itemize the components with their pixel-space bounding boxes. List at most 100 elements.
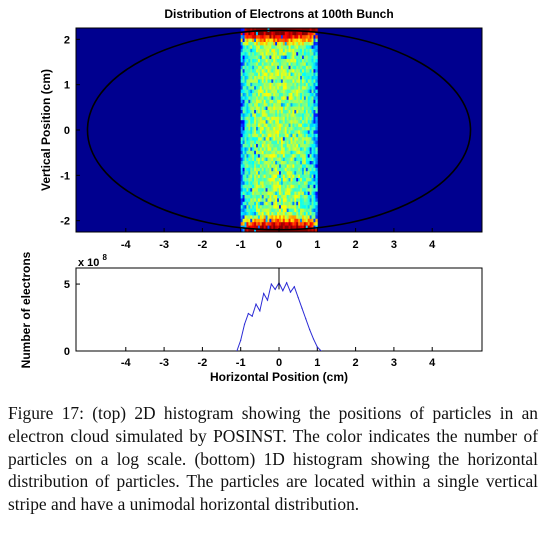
heatmap-cell	[240, 167, 244, 172]
heatmap-cell	[248, 177, 251, 182]
heatmap-cell	[305, 41, 309, 46]
heatmap-cell	[315, 133, 318, 138]
heatmap-cell	[261, 126, 265, 131]
heatmap-cell	[277, 150, 280, 155]
heatmap-cell	[292, 167, 295, 172]
heatmap-cell	[252, 208, 255, 212]
heatmap-cell	[265, 41, 268, 46]
heatmap-cell	[267, 45, 270, 49]
heatmap-cell	[271, 62, 274, 66]
heatmap-cell	[277, 92, 280, 97]
heatmap-cell	[252, 201, 255, 206]
heatmap-cell	[313, 130, 316, 134]
heatmap-cell	[242, 123, 245, 127]
heatmap-cell	[254, 41, 257, 46]
heatmap-cell	[263, 181, 266, 185]
heatmap-cell	[275, 38, 278, 42]
heatmap-cell	[284, 68, 288, 73]
heatmap-cell	[242, 75, 245, 80]
heatmap-cell	[280, 126, 284, 131]
heatmap-cell	[256, 130, 259, 134]
heatmap-cell	[261, 58, 265, 63]
heatmap-cell	[256, 218, 259, 223]
line-point	[266, 299, 269, 301]
heatmap-cell	[244, 102, 247, 107]
heatmap-cell	[248, 228, 251, 232]
heatmap-cell	[279, 96, 282, 100]
heatmap-cell	[311, 204, 314, 209]
heatmap-cell	[261, 133, 265, 138]
heatmap-cell	[315, 79, 318, 83]
heatmap-cell	[282, 48, 286, 53]
heatmap-cell	[254, 123, 257, 127]
heatmap-cell	[256, 160, 259, 165]
heatmap-cell	[250, 102, 253, 107]
heatmap-cell	[242, 157, 245, 161]
heatmap-cell	[296, 228, 299, 232]
heatmap-cell	[259, 45, 263, 49]
heatmap-cell	[267, 65, 270, 70]
heatmap-cell	[279, 106, 282, 110]
heatmap-cell	[256, 150, 259, 155]
heatmap-cell	[280, 208, 284, 212]
heatmap-cell	[267, 68, 270, 73]
heatmap-cell	[313, 48, 316, 53]
heatmap-cell	[300, 194, 303, 199]
heatmap-cell	[257, 160, 261, 165]
heatmap-cell	[246, 34, 249, 39]
heatmap-cell	[313, 150, 316, 155]
top-x-tick-label: -3	[159, 239, 169, 251]
heatmap-cell	[284, 221, 288, 226]
heatmap-cell	[294, 225, 297, 229]
heatmap-cell	[269, 116, 272, 121]
heatmap-cell	[301, 201, 305, 206]
heatmap-cell	[286, 150, 289, 155]
heatmap-cell	[273, 48, 276, 53]
heatmap-cell	[292, 228, 295, 232]
heatmap-cell	[311, 92, 314, 97]
heatmap-cell	[305, 157, 309, 161]
heatmap-cell	[269, 34, 272, 39]
heatmap-cell	[248, 41, 251, 46]
heatmap-cell	[246, 106, 249, 110]
heatmap-cell	[288, 167, 291, 172]
bottom-x-tick-label: 1	[314, 357, 320, 369]
heatmap-cell	[292, 55, 295, 59]
heatmap-cell	[305, 38, 309, 42]
heatmap-cell	[296, 48, 299, 53]
heatmap-cell	[298, 201, 301, 206]
heatmap-cell	[273, 41, 276, 46]
heatmap-cell	[313, 136, 316, 141]
heatmap-cell	[290, 82, 293, 87]
heatmap-cell	[259, 41, 263, 46]
heatmap-cell	[296, 41, 299, 46]
heatmap-cell	[261, 31, 265, 36]
heatmap-cell	[315, 38, 318, 42]
heatmap-cell	[282, 157, 286, 161]
heatmap-cell	[286, 45, 289, 49]
heatmap-cell	[284, 48, 288, 53]
heatmap-cell	[307, 72, 311, 76]
heatmap-cell	[246, 119, 249, 124]
heatmap-cell	[309, 184, 312, 189]
heatmap-cell	[250, 58, 253, 63]
heatmap-cell	[303, 31, 307, 36]
heatmap-cell	[277, 211, 280, 216]
heatmap-cell	[280, 174, 284, 178]
heatmap-cell	[300, 89, 303, 93]
heatmap-cell	[296, 201, 299, 206]
heatmap-cell	[292, 92, 295, 97]
heatmap-cell	[267, 191, 270, 195]
heatmap-cell	[254, 126, 257, 131]
heatmap-cell	[288, 187, 291, 192]
heatmap-cell	[271, 215, 274, 219]
heatmap-cell	[294, 194, 297, 199]
heatmap-cell	[307, 82, 311, 87]
heatmap-cell	[250, 208, 253, 212]
heatmap-cell	[313, 218, 316, 223]
heatmap-cell	[256, 147, 259, 151]
heatmap-cell	[252, 106, 255, 110]
heatmap-cell	[294, 99, 297, 104]
heatmap-cell	[263, 204, 266, 209]
heatmap-cell	[265, 102, 268, 107]
